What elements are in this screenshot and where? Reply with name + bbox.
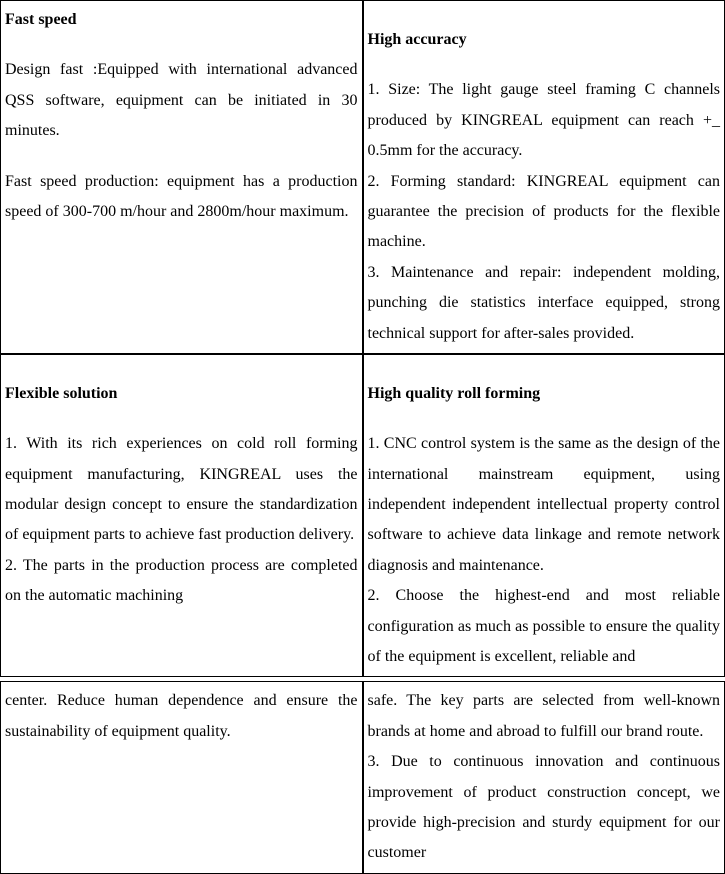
heading-high-accuracy: High accuracy (368, 25, 721, 55)
cell-high-quality-cont: safe. The key parts are selected from we… (363, 681, 725, 873)
cell-high-quality: High quality roll forming 1. CNC control… (363, 354, 725, 678)
cell-flexible-solution: Flexible solution 1. With its rich exper… (0, 354, 363, 678)
para-fast-production: Fast speed production: equipment has a p… (5, 167, 358, 228)
para-design-fast: Design fast :Equipped with international… (5, 55, 358, 146)
table-row: Fast speed Design fast :Equipped with in… (0, 0, 725, 354)
text-high-quality: 1. CNC control system is the same as the… (368, 429, 721, 672)
spacer (5, 359, 358, 379)
spacer (368, 359, 721, 379)
main-table-2: center. Reduce human dependence and ensu… (0, 681, 725, 873)
cell-fast-speed: Fast speed Design fast :Equipped with in… (0, 0, 363, 354)
table-row: center. Reduce human dependence and ensu… (0, 681, 725, 873)
heading-high-quality: High quality roll forming (368, 379, 721, 409)
spacer (368, 5, 721, 25)
cell-flexible-cont: center. Reduce human dependence and ensu… (0, 681, 363, 873)
text-high-accuracy: 1. Size: The light gauge steel framing C… (368, 75, 721, 349)
heading-flexible-solution: Flexible solution (5, 379, 358, 409)
heading-fast-speed: Fast speed (5, 5, 358, 35)
table-row: Flexible solution 1. With its rich exper… (0, 354, 725, 678)
main-table-1: Fast speed Design fast :Equipped with in… (0, 0, 725, 677)
cell-high-accuracy: High accuracy 1. Size: The light gauge s… (363, 0, 725, 354)
text-flexible-cont: center. Reduce human dependence and ensu… (5, 686, 358, 747)
text-high-quality-cont: safe. The key parts are selected from we… (368, 686, 721, 868)
text-flexible-solution: 1. With its rich experiences on cold rol… (5, 429, 358, 611)
